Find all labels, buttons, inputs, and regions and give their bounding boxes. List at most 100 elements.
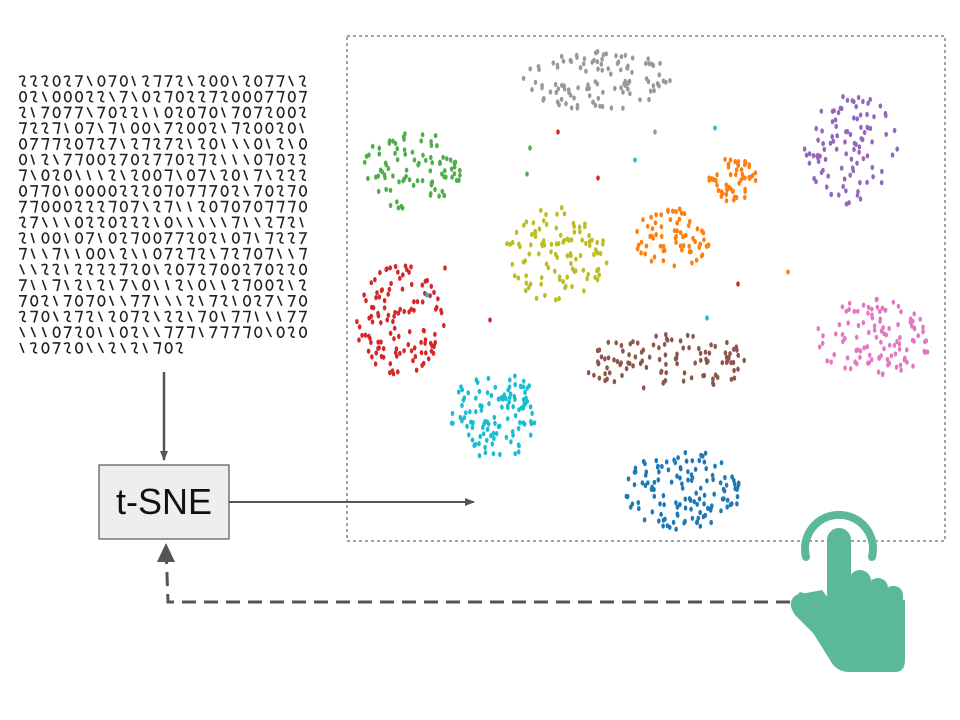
- embedding-point: [880, 168, 884, 174]
- digit-glyph: [142, 295, 151, 308]
- embedding-point: [470, 437, 475, 443]
- digit-glyph: [30, 264, 37, 275]
- embedding-point: [394, 346, 399, 352]
- embedding-point: [905, 359, 909, 365]
- embedding-point: [450, 410, 455, 417]
- embedding-point: [644, 364, 649, 370]
- embedding-point: [521, 405, 526, 411]
- embedding-point: [388, 361, 393, 367]
- embedding-point: [413, 353, 418, 360]
- embedding-point: [592, 251, 596, 258]
- embedding-point: [376, 188, 381, 194]
- embedding-point: [582, 288, 586, 294]
- embedding-point: [821, 333, 825, 339]
- embedding-point: [576, 85, 580, 91]
- embedding-point: [896, 303, 901, 309]
- embedding-point: [444, 156, 449, 162]
- embedding-point: [355, 319, 359, 325]
- embedding-point: [421, 152, 425, 158]
- embedding-point: [699, 253, 704, 259]
- embedding-point: [725, 497, 730, 503]
- embedding-point: [651, 83, 656, 89]
- digit-glyph: [19, 264, 25, 275]
- embedding-point: [524, 280, 529, 286]
- embedding-point: [719, 460, 724, 466]
- embedding-point: [858, 112, 863, 118]
- embedding-point: [832, 352, 836, 358]
- embedding-point: [706, 505, 710, 511]
- embedding-point: [510, 429, 515, 435]
- digit-glyph: [276, 106, 285, 119]
- embedding-point: [385, 266, 389, 272]
- embedding-point: [415, 178, 420, 184]
- embedding-point: [388, 202, 393, 209]
- digit-glyph: [75, 232, 84, 244]
- digit-glyph: [242, 122, 251, 134]
- embedding-point: [725, 339, 729, 346]
- embedding-point: [373, 361, 378, 367]
- embedding-point: [832, 108, 836, 114]
- embedding-point: [539, 275, 544, 281]
- digit-glyph: [131, 232, 139, 245]
- embedding-point: [638, 360, 643, 367]
- digit-glyph: [142, 107, 148, 118]
- embedding-point: [835, 133, 839, 139]
- digit-glyph: [75, 90, 84, 103]
- embedding-point: [902, 357, 907, 363]
- embedding-point: [817, 344, 822, 350]
- embedding-point: [706, 358, 710, 364]
- digit-glyph: [276, 153, 285, 166]
- digit-glyph: [97, 200, 105, 213]
- embedding-point: [570, 283, 574, 290]
- embedding-point: [687, 345, 691, 351]
- embedding-point: [539, 207, 543, 213]
- embedding-point: [908, 316, 913, 322]
- digit-glyph: [175, 153, 184, 166]
- embedding-point: [841, 94, 845, 100]
- embedding-point: [664, 459, 669, 465]
- embedding-point: [528, 404, 533, 410]
- embedding-point: [658, 60, 662, 66]
- embedding-point: [678, 338, 683, 344]
- embedding-point: [892, 127, 897, 134]
- embedding-point: [891, 299, 896, 305]
- embedding-point: [861, 98, 865, 105]
- digit-glyph: [30, 185, 39, 198]
- embedding-point: [802, 146, 807, 152]
- digit-glyph: [153, 295, 159, 307]
- embedding-point: [580, 237, 584, 243]
- embedding-point: [429, 154, 433, 161]
- embedding-point: [923, 339, 927, 345]
- embedding-point: [410, 149, 415, 155]
- tap-hand-icon[interactable]: [790, 510, 905, 672]
- digit-glyph: [142, 138, 151, 150]
- embedding-point: [604, 51, 608, 57]
- embedding-point: [464, 410, 468, 416]
- digit-glyph: [164, 153, 173, 166]
- embedding-point: [425, 292, 429, 298]
- digit-glyph: [131, 75, 137, 87]
- embedding-point: [477, 453, 482, 459]
- embedding-point: [848, 366, 853, 372]
- digit-glyph: [220, 247, 229, 260]
- embedding-point: [753, 170, 758, 176]
- digit-glyph: [119, 263, 128, 276]
- embedding-point: [743, 194, 747, 200]
- embedding-point: [487, 401, 491, 407]
- embedding-point: [377, 145, 382, 151]
- embedding-point: [673, 459, 678, 466]
- embedding-point: [921, 324, 925, 330]
- digit-glyph: [187, 279, 194, 291]
- digit-glyph: [231, 169, 240, 181]
- embedding-point: [388, 265, 393, 271]
- embedding-point: [433, 331, 437, 337]
- embedding-point: [562, 237, 566, 244]
- embedding-point: [855, 160, 859, 166]
- embedding-point: [702, 492, 707, 498]
- digit-glyph: [187, 122, 196, 134]
- embedding-point: [508, 377, 512, 383]
- embedding-point: [659, 224, 664, 230]
- embedding-point: [601, 52, 606, 58]
- embedding-point: [833, 117, 838, 123]
- embedding-point: [693, 360, 697, 366]
